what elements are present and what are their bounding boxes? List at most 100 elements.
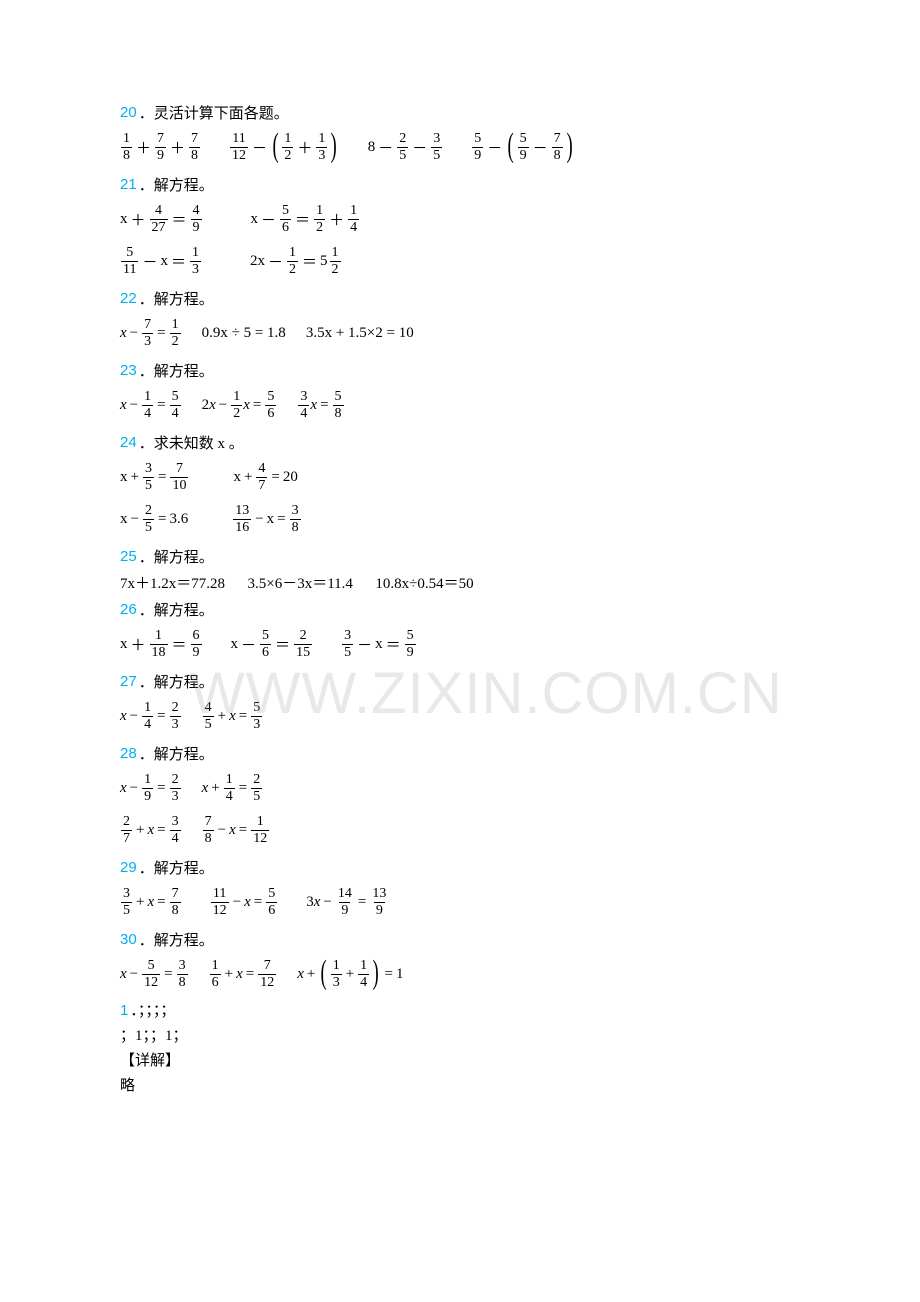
n: 1 — [231, 390, 242, 405]
d: 7 — [121, 830, 132, 846]
n: 1 — [358, 959, 369, 974]
n: 3 — [290, 504, 301, 519]
q28-row1: x− 19 = 23 x+ 14 = 25 — [120, 771, 800, 805]
r: 3.6 — [169, 511, 188, 528]
eq: = — [157, 822, 165, 839]
x: x — [251, 211, 259, 228]
op: + — [136, 822, 144, 839]
x: x — [120, 511, 128, 528]
q26-c: 35 －x ＝ 59 — [341, 629, 417, 660]
q29-exprs: 35 +x = 78 1112 −x = 56 3x− 149 = 139 — [120, 885, 800, 919]
q24-row2: x− 25 = 3.6 1316 −x = 38 — [120, 502, 800, 536]
n: 4 — [153, 204, 164, 219]
x: x — [233, 469, 241, 486]
q21-r1b: x－ 56 ＝ 12 ＋ 14 — [251, 204, 361, 235]
q20-a: 18 ＋ 79 ＋ 78 — [120, 132, 201, 163]
ans1-num: 1 — [120, 1002, 128, 1019]
n: 2 — [170, 701, 181, 716]
q23-num: 23 — [120, 362, 137, 379]
d: 8 — [177, 974, 188, 990]
d: 4 — [142, 716, 153, 732]
q28-r1a: x− 19 = 23 — [120, 773, 182, 804]
r: 1 — [396, 966, 404, 983]
eq: ＝ — [386, 634, 401, 655]
d: 8 — [552, 147, 563, 163]
d: 16 — [233, 519, 251, 535]
n: 1 — [190, 246, 201, 261]
n: 5 — [333, 390, 344, 405]
op: ＋ — [136, 137, 151, 158]
d: 2 — [231, 405, 242, 421]
eq: = — [271, 469, 279, 486]
d: 12 — [258, 974, 276, 990]
n: 5 — [124, 246, 135, 261]
x: x — [297, 966, 304, 983]
op: − — [130, 325, 138, 342]
n: 2 — [397, 132, 408, 147]
op: − — [255, 511, 263, 528]
d: 4 — [358, 974, 369, 990]
op: － — [142, 251, 157, 272]
n: 3 — [143, 462, 154, 477]
eq: = — [246, 966, 254, 983]
eq: = — [157, 894, 165, 911]
d: 3 — [190, 261, 201, 277]
x: x — [202, 780, 209, 797]
q21-row1: x＋ 427 ＝ 49 x－ 56 ＝ 12 ＋ 14 — [120, 202, 800, 236]
d: 3 — [170, 716, 181, 732]
q28-num: 28 — [120, 745, 137, 762]
d: 6 — [210, 974, 221, 990]
eq: = — [254, 894, 262, 911]
q25-heading: 25 ．解方程。 — [120, 544, 800, 568]
x: x — [120, 325, 127, 342]
n: 7 — [170, 887, 181, 902]
d: 9 — [142, 788, 153, 804]
op: − — [131, 511, 139, 528]
q27-b: 45 +x = 53 — [202, 701, 264, 732]
op: － — [412, 137, 427, 158]
n: 1 — [282, 132, 293, 147]
eq: ＝ — [172, 209, 187, 230]
d: 9 — [405, 644, 416, 660]
x: x — [120, 397, 127, 414]
op: − — [130, 708, 138, 725]
q25-exprs: 7x＋1.2x＝77.28 3.5×6－3x＝11.4 10.8x÷0.54＝5… — [120, 572, 800, 593]
d: 8 — [189, 147, 200, 163]
q28-row2: 27 +x = 34 78 −x = 112 — [120, 813, 800, 847]
q21-title: ．解方程。 — [139, 174, 214, 195]
q24-heading: 24 ．求未知数 x 。 — [120, 430, 800, 454]
n: 1 — [316, 132, 327, 147]
q29-a: 35 +x = 78 — [120, 887, 182, 918]
op: － — [261, 209, 276, 230]
n: 13 — [370, 887, 388, 902]
n: 2 — [251, 773, 262, 788]
d: 5 — [431, 147, 442, 163]
x: x — [209, 397, 216, 414]
r: 20 — [283, 469, 298, 486]
q24-r2b: 1316 −x = 38 — [232, 504, 301, 535]
q22-c: 3.5x + 1.5×2 = 10 — [306, 325, 414, 342]
d: 2 — [330, 261, 341, 277]
q23-c: 34 x = 58 — [297, 390, 344, 421]
x: x — [120, 469, 128, 486]
q28-title: ．解方程。 — [139, 743, 214, 764]
q21-r2a: 511 －x ＝ 13 — [120, 246, 202, 277]
d: 3 — [170, 788, 181, 804]
d: 2 — [314, 219, 325, 235]
eq: = — [277, 511, 285, 528]
eq: = — [157, 397, 165, 414]
n: 7 — [174, 462, 185, 477]
c: 3 — [306, 894, 314, 911]
op: − — [323, 894, 331, 911]
op: − — [218, 822, 226, 839]
n: 1 — [348, 204, 359, 219]
ans1-tail: ．；；；； — [130, 1003, 175, 1019]
ans-3: 【详解】 — [120, 1049, 800, 1070]
op: − — [130, 780, 138, 797]
op: － — [268, 251, 283, 272]
n: 5 — [472, 132, 483, 147]
op: ＋ — [131, 209, 146, 230]
d: 8 — [290, 519, 301, 535]
d: 5 — [143, 519, 154, 535]
ans-1: 1．；；；； — [120, 999, 800, 1020]
